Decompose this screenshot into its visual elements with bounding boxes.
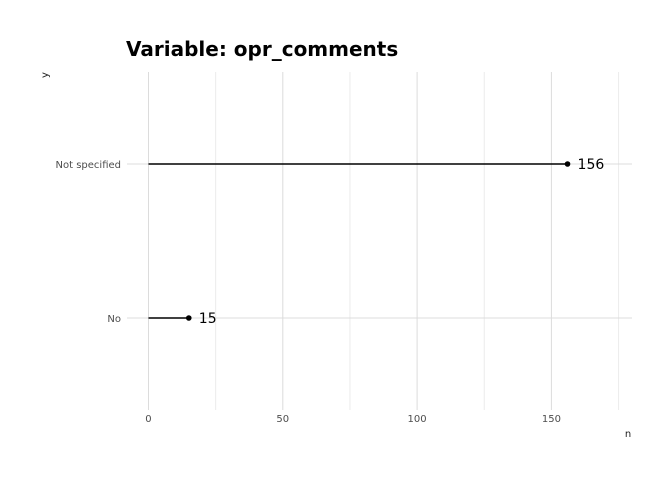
y-axis-label: y <box>40 72 51 78</box>
chart-title: Variable: opr_comments <box>126 37 398 61</box>
x-tick-label: 50 <box>276 414 289 425</box>
y-tick-label: Not specified <box>56 160 121 171</box>
x-axis-label: n <box>625 429 631 440</box>
lollipop-point <box>185 315 192 321</box>
x-tick-label: 0 <box>145 414 151 425</box>
data-label: 15 <box>199 311 217 327</box>
x-tick-label: 150 <box>542 414 561 425</box>
x-tick-label: 100 <box>408 414 427 425</box>
x-ticks: 0 50 100 150 <box>145 414 561 425</box>
marks: 156 15 <box>148 157 604 327</box>
data-label: 156 <box>578 157 605 173</box>
grid <box>127 72 632 410</box>
y-tick-label: No <box>107 314 121 325</box>
y-ticks: Not specified No <box>56 160 121 325</box>
lollipop-point <box>564 161 571 167</box>
